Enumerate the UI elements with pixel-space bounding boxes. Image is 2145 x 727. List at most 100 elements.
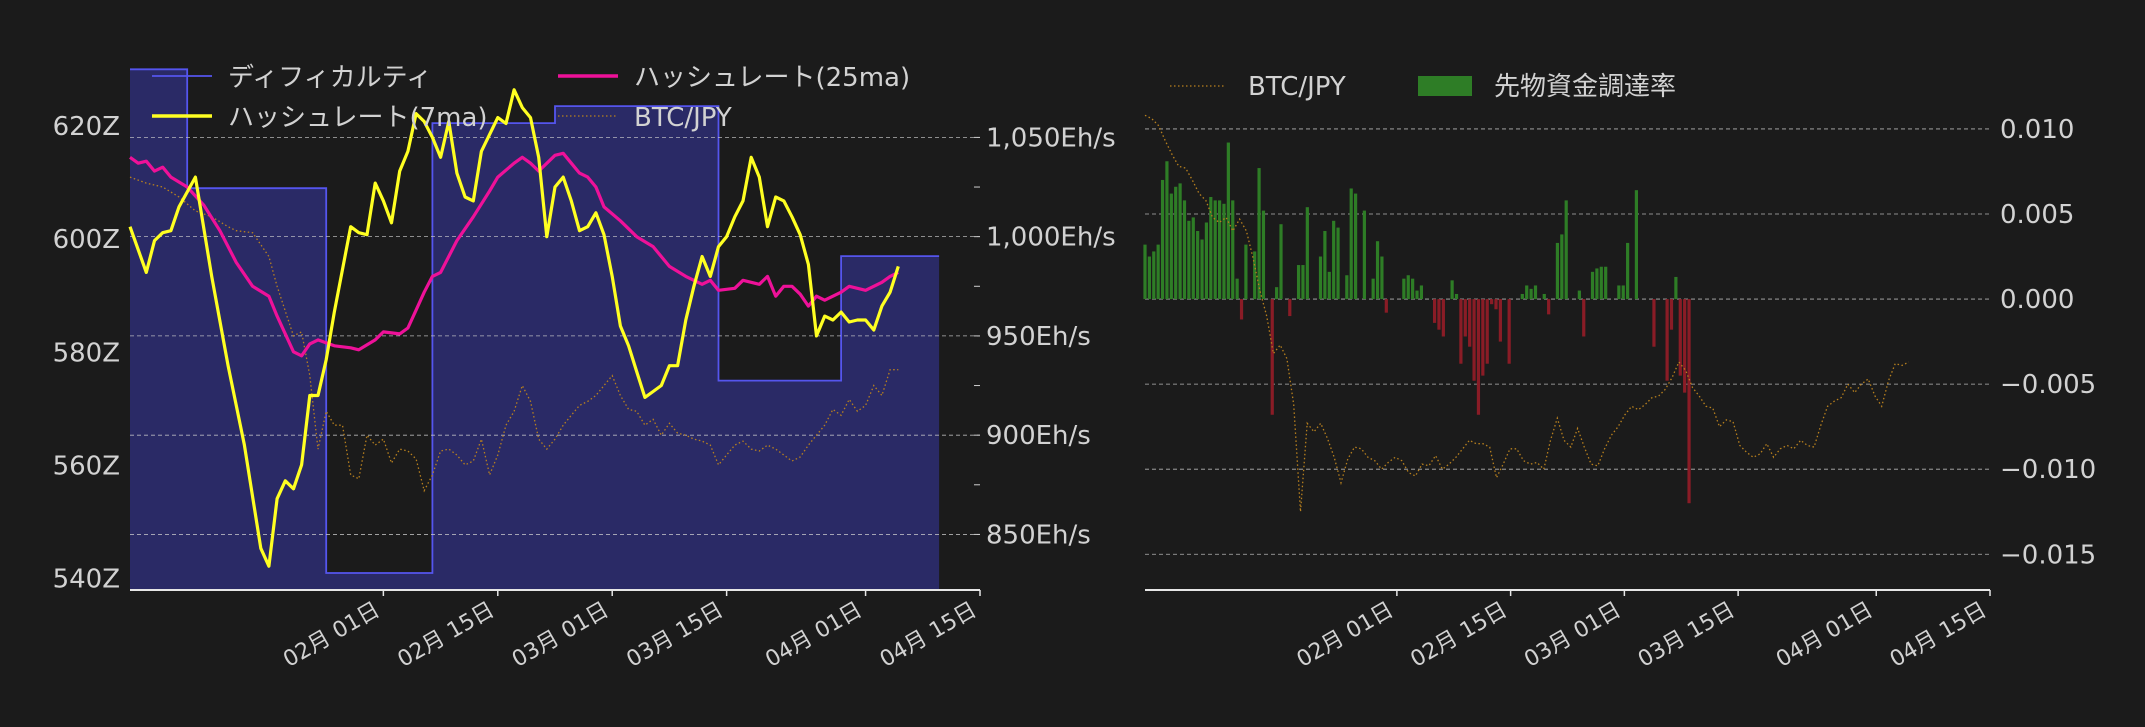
y-left-tick-label: 580Z (53, 338, 120, 368)
funding-bar (1560, 234, 1564, 300)
funding-bar (1169, 193, 1173, 300)
funding-bar (1204, 222, 1209, 300)
funding-bar (1371, 278, 1375, 300)
funding-bar (1599, 266, 1603, 300)
funding-bar (1253, 251, 1257, 300)
funding-bar (1323, 231, 1327, 300)
funding-bar (1296, 265, 1301, 300)
funding-bar (1406, 275, 1410, 300)
funding-bar (1547, 299, 1551, 315)
funding-bar (1472, 299, 1476, 381)
funding-bar (1217, 200, 1222, 300)
funding-bar (1463, 299, 1467, 337)
funding-bar (1415, 290, 1419, 300)
funding-bar (1244, 244, 1248, 300)
funding-bar (1257, 168, 1261, 300)
funding-bar (1525, 285, 1529, 300)
difficulty-area (130, 69, 940, 591)
funding-bar (1454, 293, 1459, 300)
funding-bar (1533, 285, 1538, 300)
funding-y-tick-label: 0.000 (2000, 285, 2074, 315)
legend-label: 先物資金調達率 (1494, 72, 1676, 102)
funding-bar (1590, 271, 1595, 300)
funding-bar (1529, 288, 1533, 300)
legend-label: ハッシュレート(7ma) (228, 103, 488, 133)
funding-bar (1520, 293, 1524, 300)
funding-bar (1604, 266, 1608, 300)
funding-bar (1490, 299, 1494, 305)
y-left-tick-label: 560Z (53, 451, 120, 481)
y-left-tick-label: 540Z (53, 565, 120, 595)
funding-bar (1191, 217, 1195, 300)
funding-bar (1674, 276, 1678, 300)
funding-bar (1432, 299, 1437, 323)
funding-bar (1498, 299, 1502, 342)
funding-bar (1450, 280, 1454, 300)
funding-bar (1305, 207, 1309, 300)
funding-y-tick-label: 0.010 (2000, 115, 2074, 145)
funding-bar (1555, 242, 1560, 300)
y-right-tick-label: 950Eh/s (986, 322, 1091, 352)
funding-bar (1209, 196, 1213, 300)
funding-bar (1288, 299, 1292, 317)
funding-bar (1380, 256, 1384, 300)
funding-bar (1375, 241, 1380, 300)
funding-bar (1239, 299, 1244, 320)
funding-bar (1222, 203, 1226, 300)
funding-bar (1261, 210, 1266, 300)
funding-bar (1402, 278, 1406, 300)
btc-line-left (129, 176, 899, 493)
legend-label: ディフィカルティ (228, 63, 432, 93)
funding-bar (1160, 179, 1165, 300)
funding-bar (1152, 251, 1156, 300)
funding-bar (1669, 299, 1674, 330)
funding-bar (1468, 299, 1472, 347)
funding-bar (1652, 299, 1656, 347)
funding-bar (1275, 287, 1279, 300)
funding-bar (1683, 299, 1687, 393)
funding-y-tick-label: −0.015 (2000, 540, 2096, 570)
hashrate-25ma-line (129, 151, 900, 358)
funding-bar (1270, 299, 1274, 415)
y-left-tick-label: 600Z (53, 225, 120, 255)
funding-bar (1459, 299, 1463, 364)
funding-bar (1279, 224, 1283, 300)
funding-bar (1582, 299, 1586, 337)
legend-label: BTC/JPY (1248, 72, 1346, 102)
funding-bar (1577, 290, 1581, 300)
y-left-tick-label: 620Z (53, 112, 120, 142)
funding-bar (1441, 299, 1445, 337)
legend-funding-swatch (1418, 76, 1472, 96)
funding-bar (1485, 299, 1489, 364)
funding-bar (1595, 268, 1599, 300)
funding-bar (1384, 299, 1388, 313)
funding-bar (1327, 271, 1331, 300)
funding-bar (1617, 285, 1621, 300)
funding-bar (1174, 186, 1178, 300)
legend-label: ハッシュレート(25ma) (634, 63, 910, 93)
funding-y-tick-label: −0.005 (2000, 370, 2096, 400)
funding-bar (1200, 239, 1204, 300)
funding-bar (1634, 190, 1638, 300)
funding-bar (1345, 275, 1349, 300)
funding-bar (1143, 244, 1147, 300)
funding-bar (1301, 265, 1305, 300)
y-right-tick-label: 1,000Eh/s (986, 223, 1116, 253)
legend-label: BTC/JPY (634, 103, 732, 133)
funding-bar (1196, 231, 1200, 300)
funding-bar (1187, 220, 1191, 300)
funding-bar (1687, 299, 1691, 504)
funding-bar (1226, 142, 1230, 300)
funding-bar (1318, 256, 1323, 300)
funding-bar (1621, 285, 1625, 300)
funding-bar (1178, 183, 1182, 300)
funding-bar (1336, 227, 1340, 300)
y-right-tick-label: 850Eh/s (986, 520, 1091, 550)
funding-bar (1156, 244, 1160, 300)
funding-bar (1182, 200, 1187, 300)
funding-bar (1678, 299, 1682, 376)
funding-bar (1542, 293, 1546, 300)
hashrate-7ma-line (128, 88, 900, 568)
